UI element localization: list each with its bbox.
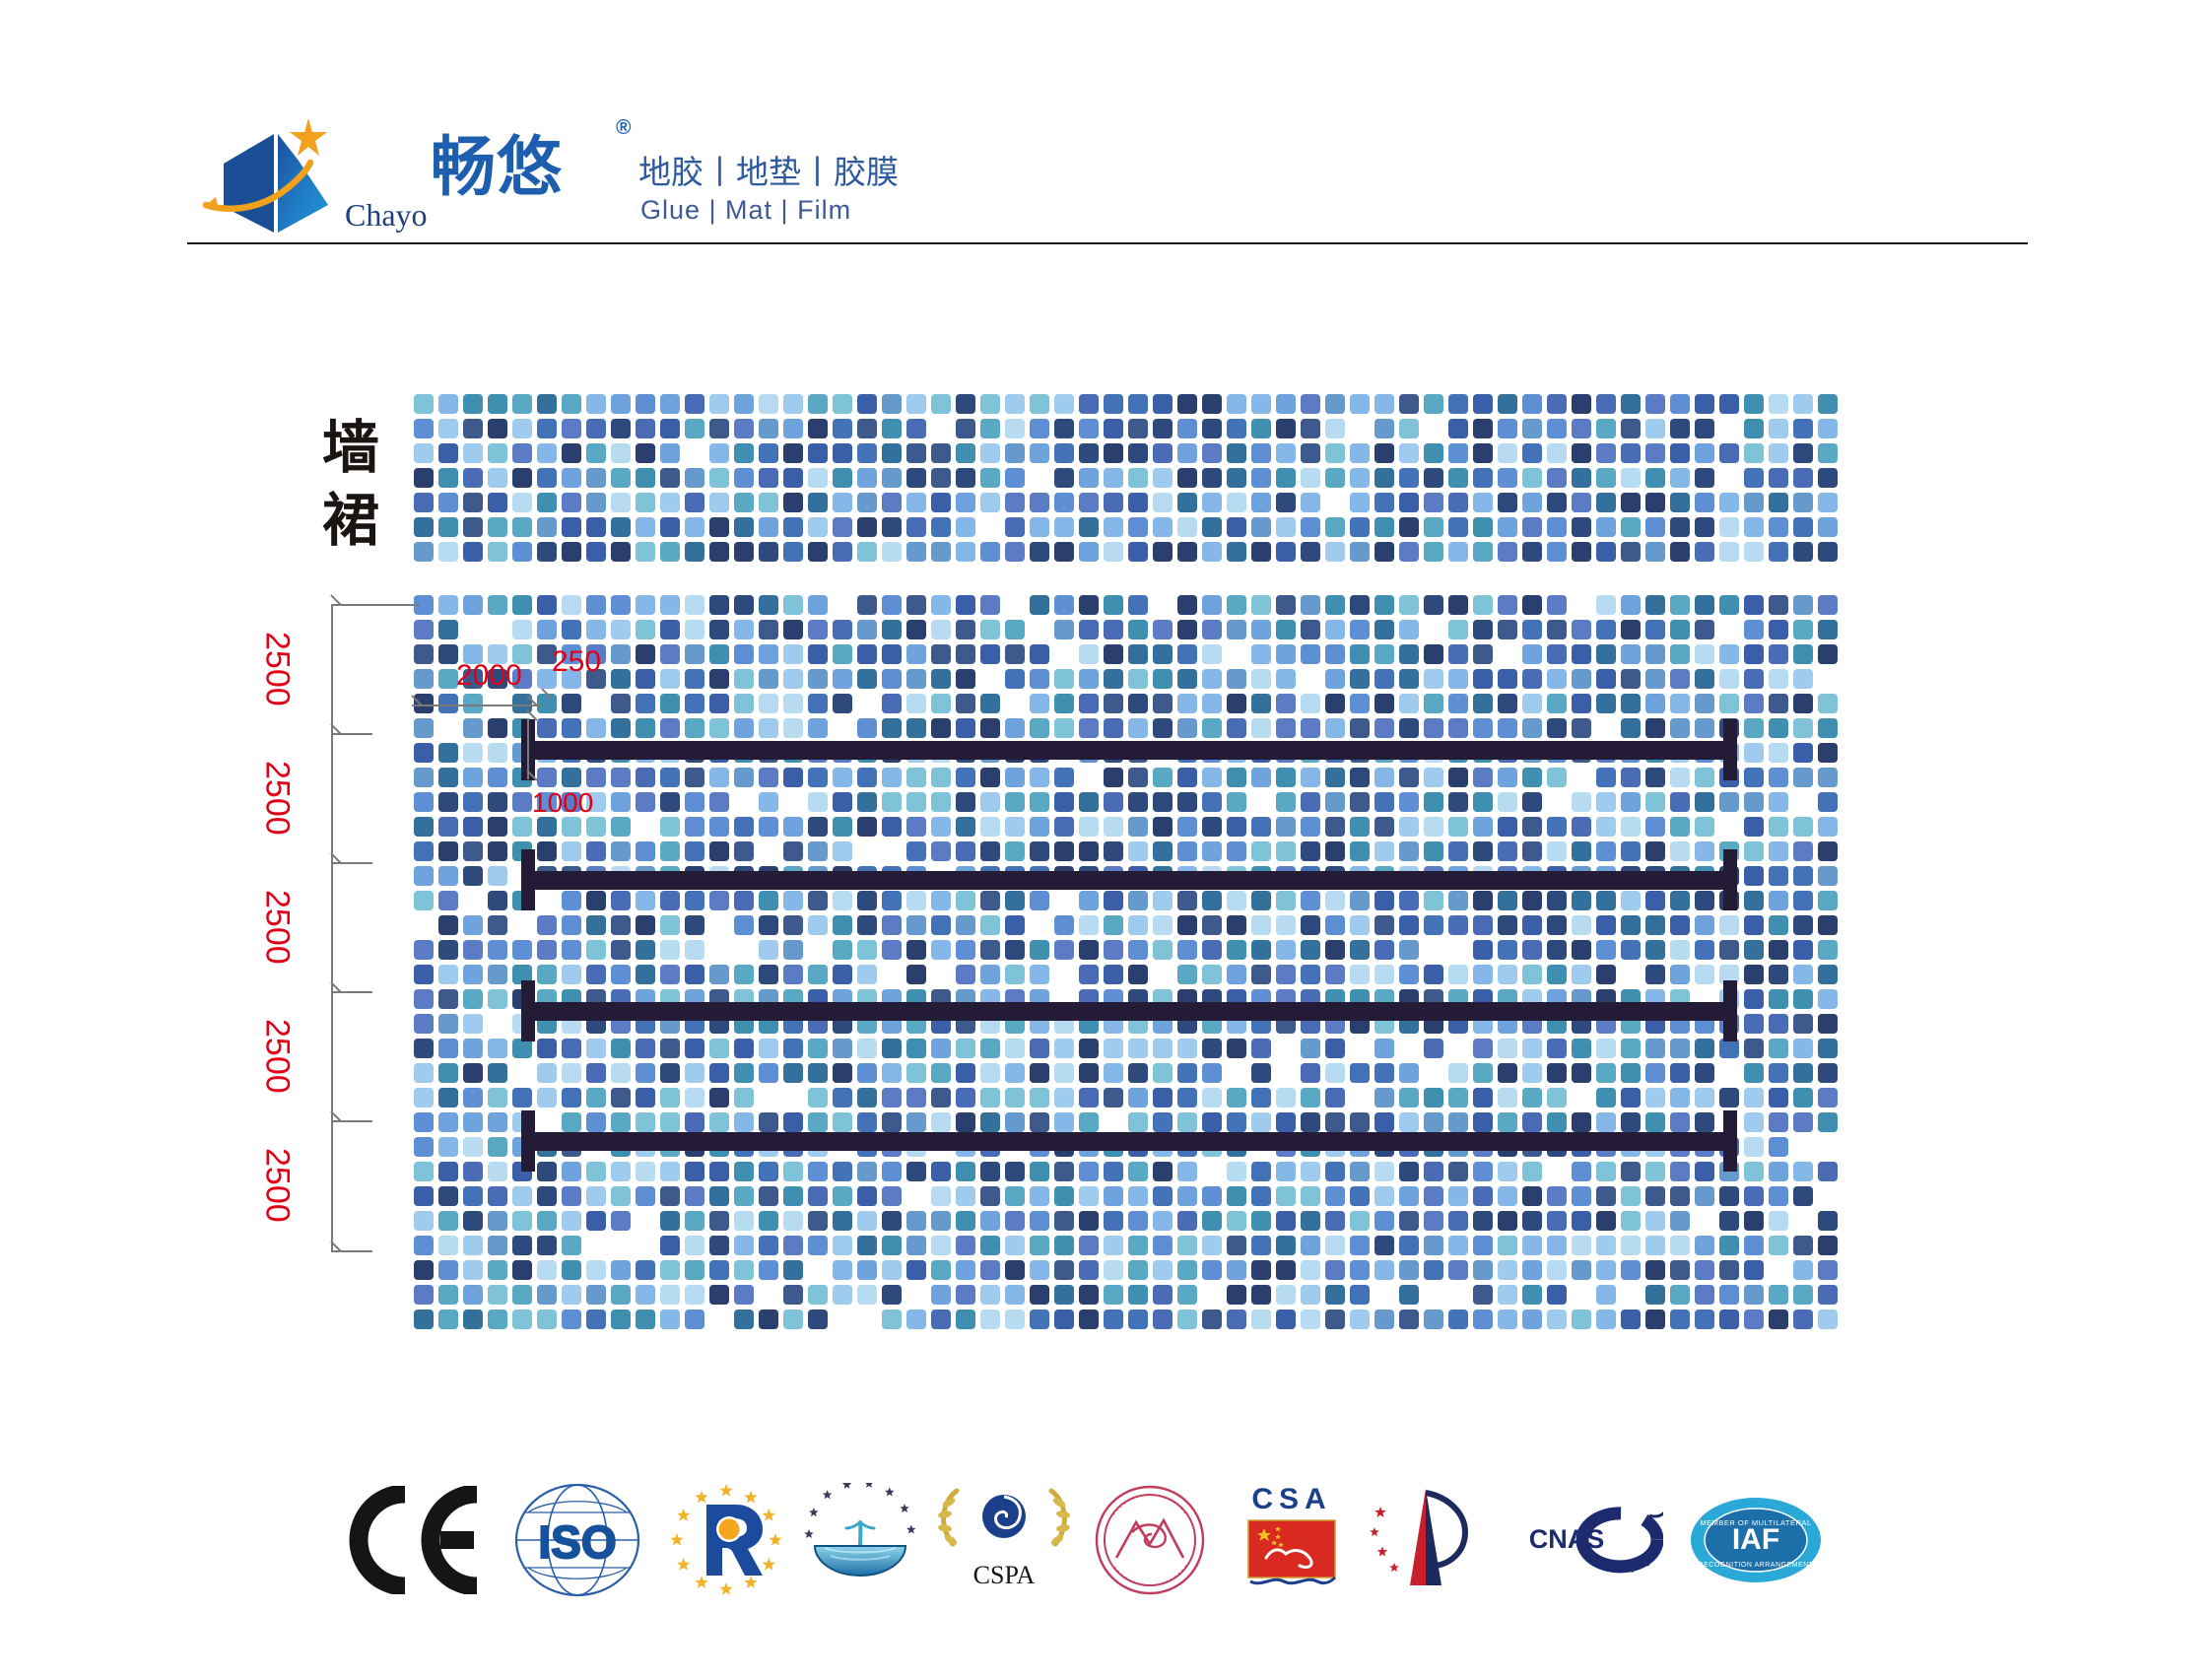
svg-text:IAF: IAF	[1732, 1523, 1779, 1556]
svg-text:ISO: ISO	[538, 1516, 616, 1568]
svg-text:CNAS: CNAS	[1529, 1524, 1605, 1554]
svg-text:RECOGNITION ARRANGEMENT: RECOGNITION ARRANGEMENT	[1699, 1562, 1814, 1569]
